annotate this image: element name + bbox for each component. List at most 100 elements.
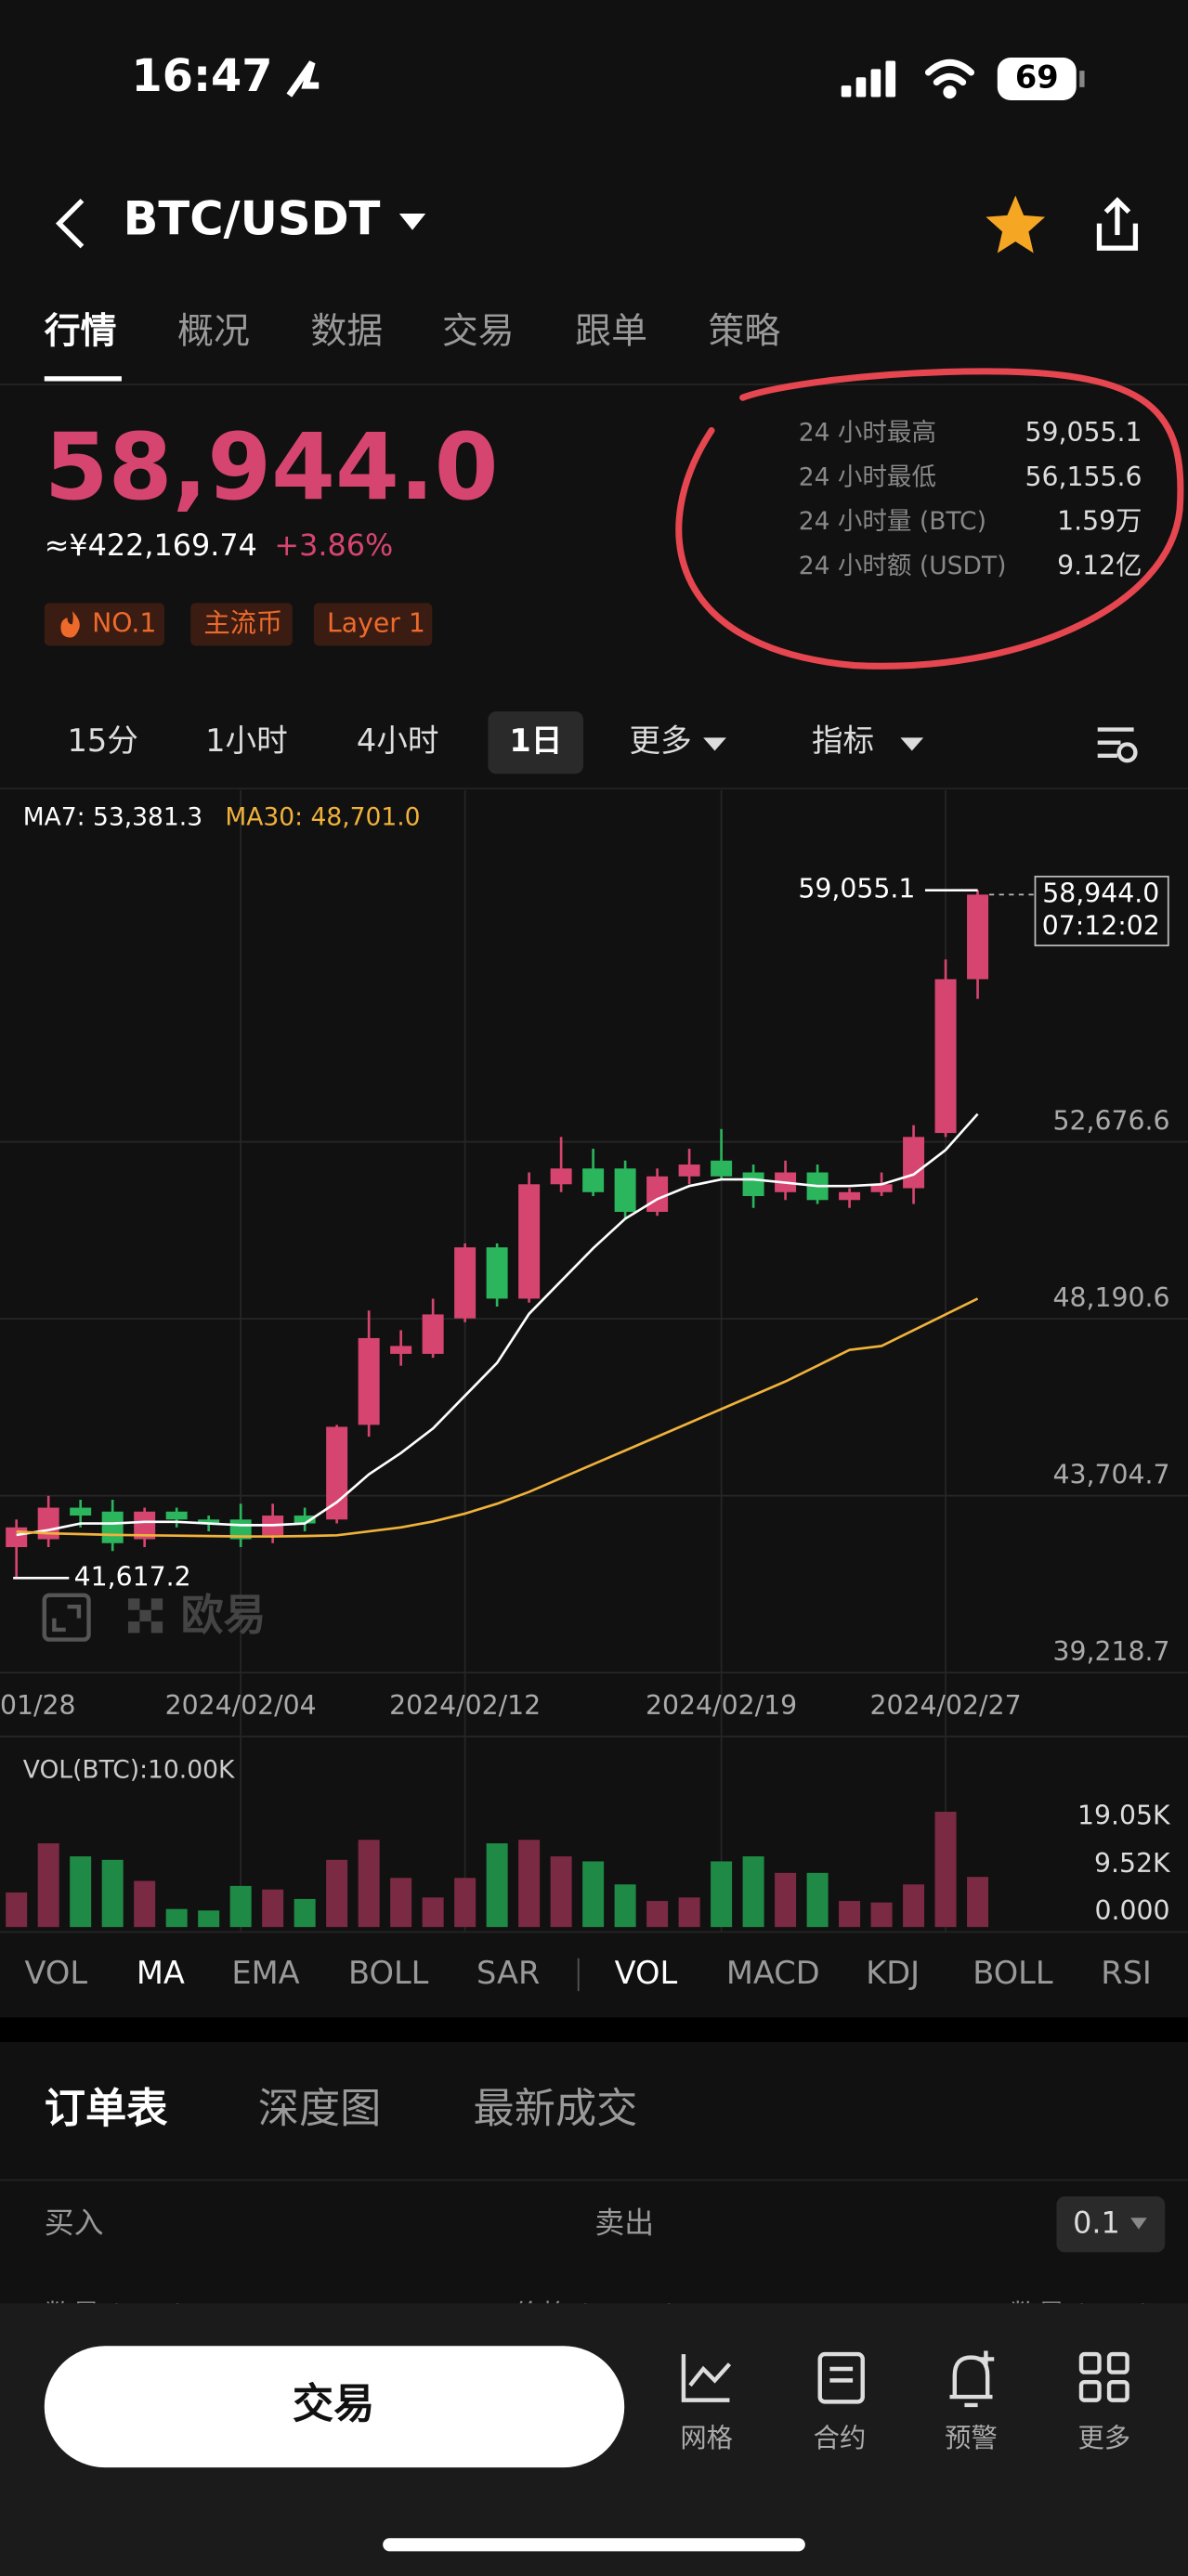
volume-tick-label: 0.000 [1095,1895,1170,1926]
volume-bar [358,1840,380,1928]
sub-indicator[interactable]: VOL [615,1955,678,1991]
back-button[interactable] [55,199,85,249]
tab[interactable]: 跟单 [575,311,647,353]
annotation-circle [675,368,1184,670]
volume-bar [70,1856,92,1928]
interval[interactable]: 1日 [509,722,562,759]
sub-indicator[interactable]: KDJ [866,1955,920,1991]
stat-label: 24 小时额 (USDT) [799,552,1007,580]
stat-value: 59,055.1 [1025,417,1142,448]
pair-title[interactable]: BTC/USDT [124,191,381,245]
main-indicator[interactable]: BOLL [348,1955,429,1991]
alert-icon[interactable] [949,2355,993,2408]
buy-label: 买入 [45,2205,104,2240]
stat-label: 24 小时最低 [799,462,936,491]
volume-bar [967,1877,989,1928]
volume-bar [550,1856,572,1928]
candlestick-chart: 01/28 2024/02/04 2024/02/12 2024/02/19 2024/… [0,789,1188,1932]
tag: 主流币 [203,607,282,638]
stat-value: 56,155.6 [1025,462,1142,492]
candle-body [6,1527,28,1548]
x-tick-label: 2024/02/12 [389,1690,541,1721]
interval-bar: 15分 1小时 4小时 1日 更多 指标 [68,722,875,759]
y-tick-label: 39,218.7 [1053,1636,1170,1667]
tab[interactable]: 策略 [708,311,780,353]
candle-body [486,1247,508,1299]
volume-bar [294,1898,316,1928]
trade-button-label[interactable]: 交易 [293,2381,374,2428]
volume-bar [37,1843,59,1928]
volume-bar [582,1861,605,1928]
section-gap [0,2017,1188,2042]
volume-bar [101,1859,124,1928]
trade-button[interactable] [44,2346,625,2468]
main-indicator[interactable]: MA [137,1955,185,1991]
interval[interactable]: 更多 [630,722,692,759]
candle-body [678,1164,700,1177]
tab[interactable]: 概况 [177,311,250,353]
volume-tick-label: 19.05K [1077,1800,1171,1830]
chart-settings[interactable] [1097,727,1138,763]
y-tick-label: 43,704.7 [1053,1459,1170,1490]
orderbook-tab[interactable]: 最新成交 [473,2085,637,2132]
favorite-star[interactable] [986,195,1046,254]
interval[interactable]: 15分 [68,722,138,759]
tab[interactable]: 交易 [442,311,515,353]
tag: NO.1 [92,607,156,638]
grid-icon[interactable] [681,2354,730,2402]
volume-bar [678,1897,700,1928]
tab[interactable]: 行情 [45,311,117,353]
main-indicator[interactable]: VOL [25,1955,88,1991]
watermark-mark [127,1598,163,1633]
orderbook-tab[interactable]: 深度图 [258,2085,382,2132]
step-selector[interactable] [1056,2196,1166,2253]
interval[interactable]: 指标 [812,722,874,759]
low-marker-label: 41,617.2 [74,1561,191,1592]
sub-indicator[interactable]: BOLL [973,1955,1053,1991]
nav-label[interactable]: 预警 [945,2423,998,2453]
nav-label[interactable]: 合约 [814,2423,867,2453]
volume-bar [903,1884,925,1928]
ma-line [16,1112,979,1537]
candle-body [582,1168,605,1192]
battery-level: 69 [1015,59,1059,96]
tab[interactable]: 数据 [310,311,383,353]
volume-bar [165,1908,188,1928]
step-dropdown[interactable] [1130,2218,1147,2230]
candle-body [870,1184,893,1192]
candle-body [967,894,989,980]
candle-body [358,1337,380,1425]
candle-body [742,1172,764,1197]
interval[interactable]: 1小时 [205,722,288,759]
volume-bar [486,1843,508,1928]
location-icon [286,60,320,98]
volume-bar [422,1897,444,1928]
step-value[interactable]: 0.1 [1073,2205,1120,2240]
volume-bar [839,1901,861,1928]
sub-indicator[interactable]: MACD [726,1955,820,1991]
share-button[interactable] [1096,197,1139,251]
volume-bar [6,1892,28,1928]
nav-icons [681,2350,1129,2408]
interval[interactable]: 4小时 [357,722,439,759]
x-tick-label: 01/28 [0,1690,76,1721]
battery-tip [1079,71,1085,87]
nav-label[interactable]: 更多 [1077,2423,1130,2453]
main-indicator[interactable]: SAR [477,1955,540,1991]
orderbook-tab[interactable]: 订单表 [45,2085,168,2132]
contract-icon[interactable] [817,2351,865,2404]
wifi-icon [924,59,975,99]
status-time: 16:47 [132,51,273,102]
nav-label[interactable]: 网格 [680,2423,733,2453]
main-indicator[interactable]: EMA [231,1955,299,1991]
more-icon[interactable] [1078,2351,1102,2374]
more-dropdown[interactable] [703,737,726,751]
sub-indicator[interactable]: RSI [1101,1955,1152,1991]
pair-dropdown[interactable] [398,214,426,230]
legend-entry: MA7: 53,381.3 [23,803,202,832]
volume-bar [229,1885,252,1928]
indicator-dropdown[interactable] [900,737,924,751]
grid-icon-line [688,2362,732,2387]
